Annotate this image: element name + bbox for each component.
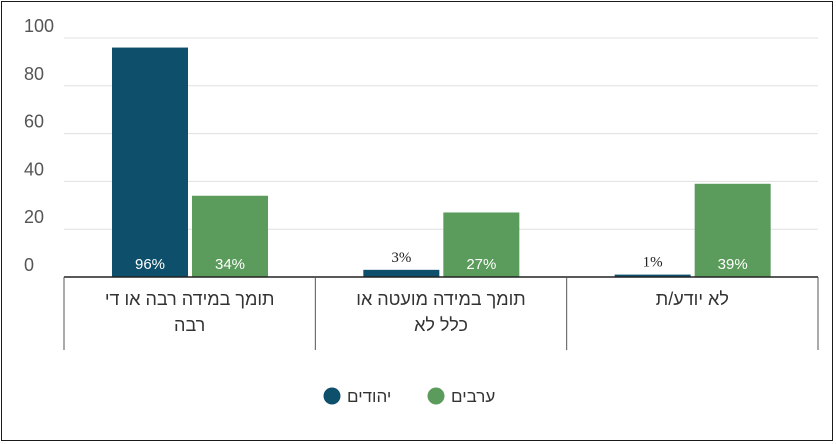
bar-jews — [363, 269, 440, 277]
x-tick-label: תומך במידה רבה או די — [105, 289, 275, 309]
bars — [112, 47, 771, 278]
value-labels: 96% 34% 3% 27% 1% 39% — [135, 250, 748, 273]
x-tick-label: לא יודע/ת — [656, 289, 729, 309]
x-tick-label: כלל לא — [414, 315, 468, 335]
legend: יהודים ערבים — [323, 387, 495, 406]
data-label: 27% — [466, 256, 496, 273]
legend-swatch — [427, 387, 445, 405]
y-tick-label: 20 — [24, 207, 44, 227]
gridlines — [64, 37, 818, 230]
bar-arabs — [192, 195, 268, 277]
data-label: 34% — [215, 256, 245, 273]
bar-jews — [112, 47, 188, 278]
data-label: 1% — [643, 255, 663, 271]
legend-label: יהודים — [347, 387, 391, 406]
y-tick-label: 0 — [24, 255, 34, 275]
bar-arabs — [694, 183, 771, 277]
x-tick-label: תומך במידה מועטה או — [356, 289, 525, 309]
x-tick-label: רבה — [174, 315, 205, 335]
y-axis-ticks: 0 20 40 60 80 100 — [24, 16, 54, 275]
y-tick-label: 80 — [24, 64, 44, 84]
legend-swatch — [323, 387, 341, 405]
legend-label: ערבים — [451, 387, 495, 406]
data-label: 3% — [391, 250, 411, 266]
y-tick-label: 60 — [24, 112, 44, 132]
bar-jews — [614, 274, 691, 277]
y-tick-label: 40 — [24, 159, 44, 179]
y-tick-label: 100 — [24, 16, 54, 36]
data-label: 39% — [718, 256, 748, 273]
x-axis: תומך במידה רבה או די רבה תומך במידה מועטה … — [63, 276, 819, 350]
data-label: 96% — [135, 256, 165, 273]
bar-arabs — [443, 212, 520, 277]
